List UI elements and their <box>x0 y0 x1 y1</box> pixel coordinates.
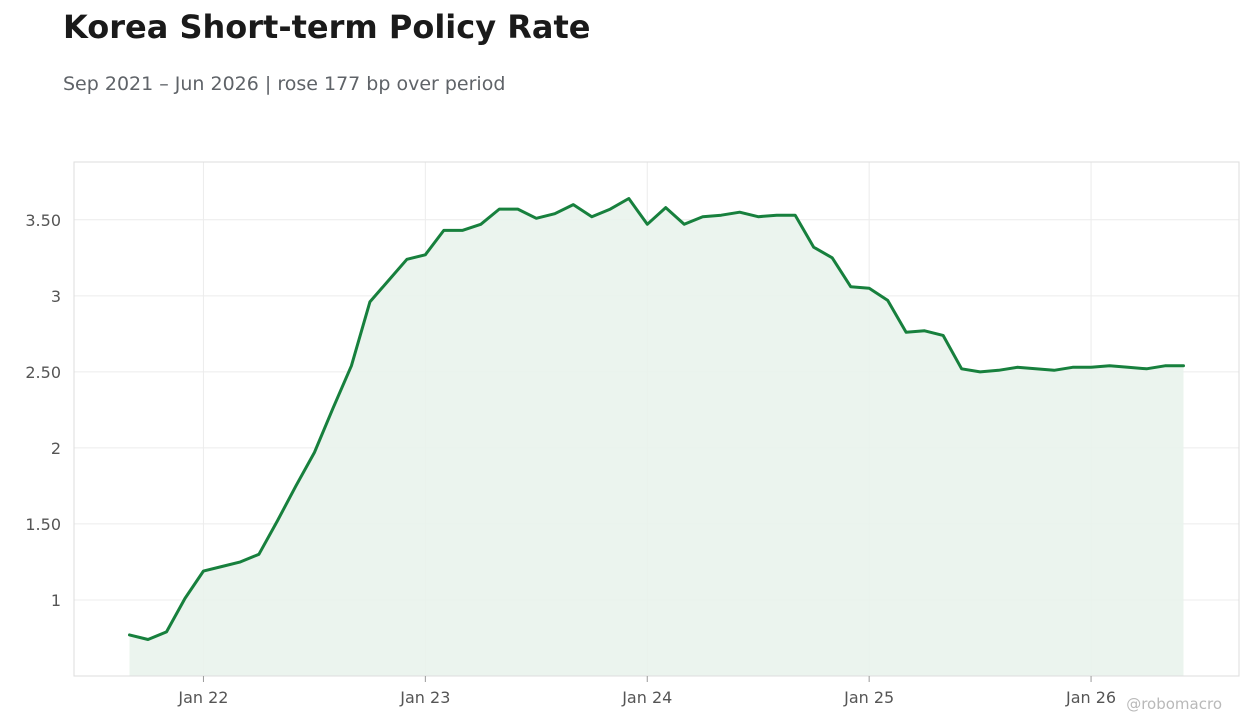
x-tick-label: Jan 24 <box>621 688 672 707</box>
y-tick-label: 3 <box>51 287 61 306</box>
series-line <box>128 197 1185 641</box>
x-tick-label: Jan 23 <box>399 688 450 707</box>
chart-title: Korea Short-term Policy Rate <box>63 8 591 46</box>
x-tick-label: Jan 26 <box>1065 688 1116 707</box>
x-tick-label: Jan 22 <box>177 688 228 707</box>
x-tick-label: Jan 25 <box>843 688 894 707</box>
y-tick-label: 2.50 <box>25 363 61 382</box>
y-axis-ticks: 1 1.50 2 2.50 3 3.50 <box>25 211 61 610</box>
y-tick-label: 2 <box>51 439 61 458</box>
credit-watermark: @robomacro <box>1126 695 1222 713</box>
y-tick-label: 1 <box>51 591 61 610</box>
y-tick-label: 3.50 <box>25 211 61 230</box>
chart-subtitle: Sep 2021 – Jun 2026 | rose 177 bp over p… <box>63 73 506 95</box>
y-tick-label: 1.50 <box>25 515 61 534</box>
series-area-fill <box>129 198 1184 676</box>
plot-frame <box>73 161 1240 677</box>
x-axis-ticks: Jan 22 Jan 23 Jan 24 Jan 25 Jan 26 <box>177 676 1116 707</box>
